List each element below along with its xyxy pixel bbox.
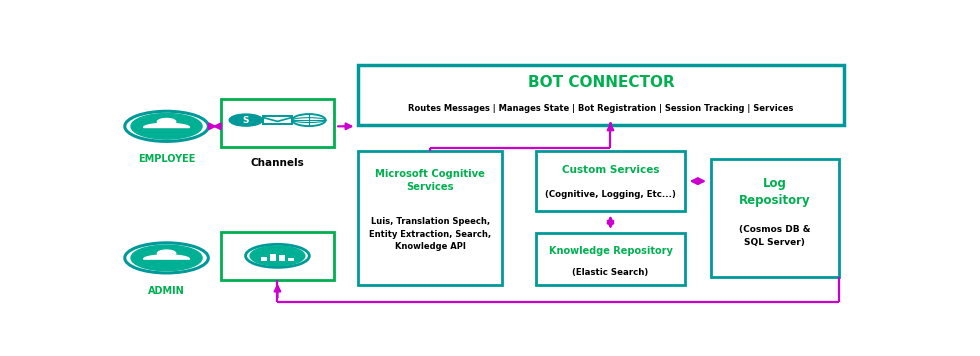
FancyBboxPatch shape [221, 99, 333, 147]
Text: (Elastic Search): (Elastic Search) [572, 268, 649, 277]
Text: EMPLOYEE: EMPLOYEE [138, 154, 195, 164]
FancyBboxPatch shape [288, 258, 294, 261]
FancyBboxPatch shape [536, 233, 684, 285]
FancyBboxPatch shape [711, 159, 839, 277]
Text: Knowledge Repository: Knowledge Repository [549, 246, 672, 256]
Text: Luis, Translation Speech,
Entity Extraction, Search,
Knowledge API: Luis, Translation Speech, Entity Extract… [369, 217, 491, 251]
FancyBboxPatch shape [536, 151, 684, 211]
Text: (Cosmos DB &
SQL Server): (Cosmos DB & SQL Server) [739, 225, 810, 247]
Circle shape [158, 119, 175, 125]
Text: Log
Repository: Log Repository [739, 177, 810, 207]
Text: Routes Messages | Manages State | Bot Registration | Session Tracking | Services: Routes Messages | Manages State | Bot Re… [409, 104, 794, 112]
FancyBboxPatch shape [279, 255, 285, 261]
FancyBboxPatch shape [270, 254, 276, 261]
Text: BOT CONNECTOR: BOT CONNECTOR [527, 75, 674, 90]
Text: ADMIN: ADMIN [148, 286, 185, 296]
Text: Channels: Channels [251, 158, 305, 168]
FancyBboxPatch shape [358, 151, 502, 285]
FancyBboxPatch shape [221, 232, 333, 280]
Text: (Cognitive, Logging, Etc...): (Cognitive, Logging, Etc...) [545, 190, 676, 199]
Text: Custom Services: Custom Services [562, 165, 660, 175]
Circle shape [131, 114, 202, 139]
FancyBboxPatch shape [263, 116, 292, 125]
Text: Microsoft Cognitive
Services: Microsoft Cognitive Services [375, 169, 485, 192]
Circle shape [250, 246, 305, 266]
Circle shape [229, 114, 263, 126]
Polygon shape [144, 123, 189, 127]
Polygon shape [144, 255, 189, 259]
FancyBboxPatch shape [261, 257, 267, 261]
Circle shape [131, 245, 202, 271]
FancyBboxPatch shape [358, 65, 844, 125]
Text: S: S [243, 116, 249, 125]
Circle shape [158, 250, 175, 257]
